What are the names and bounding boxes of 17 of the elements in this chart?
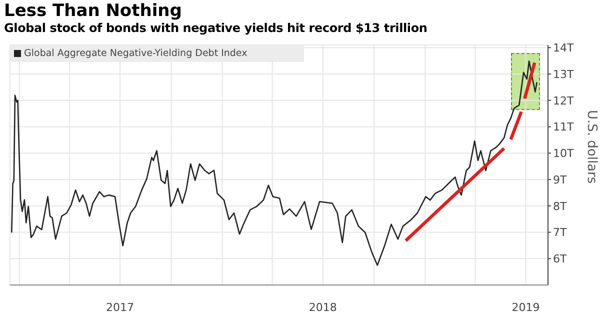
- x-tick-label: 2019: [512, 300, 540, 314]
- x-tick-label: 2018: [308, 300, 337, 314]
- y-tick-label: 6T: [553, 252, 567, 266]
- chart-subtitle: Global stock of bonds with negative yields hit record $13 trillion: [4, 21, 428, 35]
- legend-label: Global Aggregate Negative-Yielding Debt Index: [23, 48, 248, 59]
- y-axis-title: U.S. dollars: [584, 110, 599, 184]
- y-tick-label: 13T: [553, 68, 574, 81]
- y-tick-label: 14T: [553, 42, 574, 55]
- y-tick-label: 7T: [553, 226, 567, 240]
- y-tick-label: 9T: [553, 173, 567, 186]
- chart-title: Less Than Nothing: [4, 1, 182, 21]
- y-tick-label: 11T: [553, 120, 574, 134]
- y-tick-label: 10T: [553, 147, 574, 160]
- x-tick-label: 2017: [106, 300, 134, 314]
- y-tick-label: 8T: [553, 200, 567, 213]
- y-tick-label: 12T: [553, 94, 574, 108]
- line-series: [11, 60, 538, 266]
